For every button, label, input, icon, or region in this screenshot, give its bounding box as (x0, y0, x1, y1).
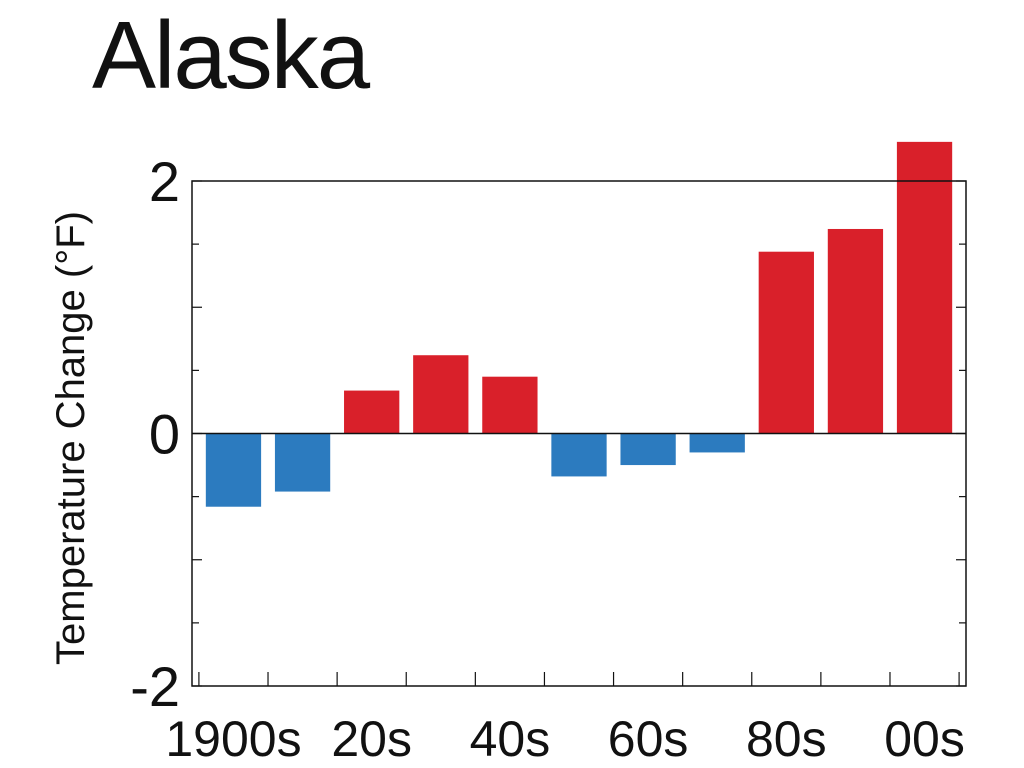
x-tick-label: 40s (470, 711, 551, 767)
x-tick-label: 60s (608, 711, 689, 767)
y-axis-label: Temperature Change (°F) (49, 211, 93, 665)
x-tick-label: 00s (884, 711, 965, 767)
bar-1980s (758, 251, 814, 434)
y-tick-labels: 2 0 -2 (130, 150, 180, 718)
bar-1990s (827, 228, 884, 434)
bar-2000s (896, 141, 953, 434)
y-tick-label: -2 (130, 655, 180, 718)
y-tick-label: 2 (149, 150, 180, 213)
y-tick-label: 0 (149, 403, 180, 466)
bar-1940s (482, 376, 538, 434)
bar-1910s (274, 433, 331, 492)
bar-1960s (620, 433, 676, 466)
bar-1970s (689, 433, 745, 453)
x-tick-label: 1900s (165, 711, 301, 767)
bar-1900s (205, 433, 262, 507)
chart-title: Alaska (92, 2, 370, 109)
bar-1920s (344, 390, 400, 434)
x-tick-label: 20s (331, 711, 412, 767)
bar-1930s (413, 355, 469, 434)
x-tick-label: 80s (746, 711, 827, 767)
bars-group (205, 141, 953, 507)
bar-1950s (551, 433, 607, 477)
x-tick-labels: 1900s 20s 40s 60s 80s 00s (165, 711, 965, 767)
